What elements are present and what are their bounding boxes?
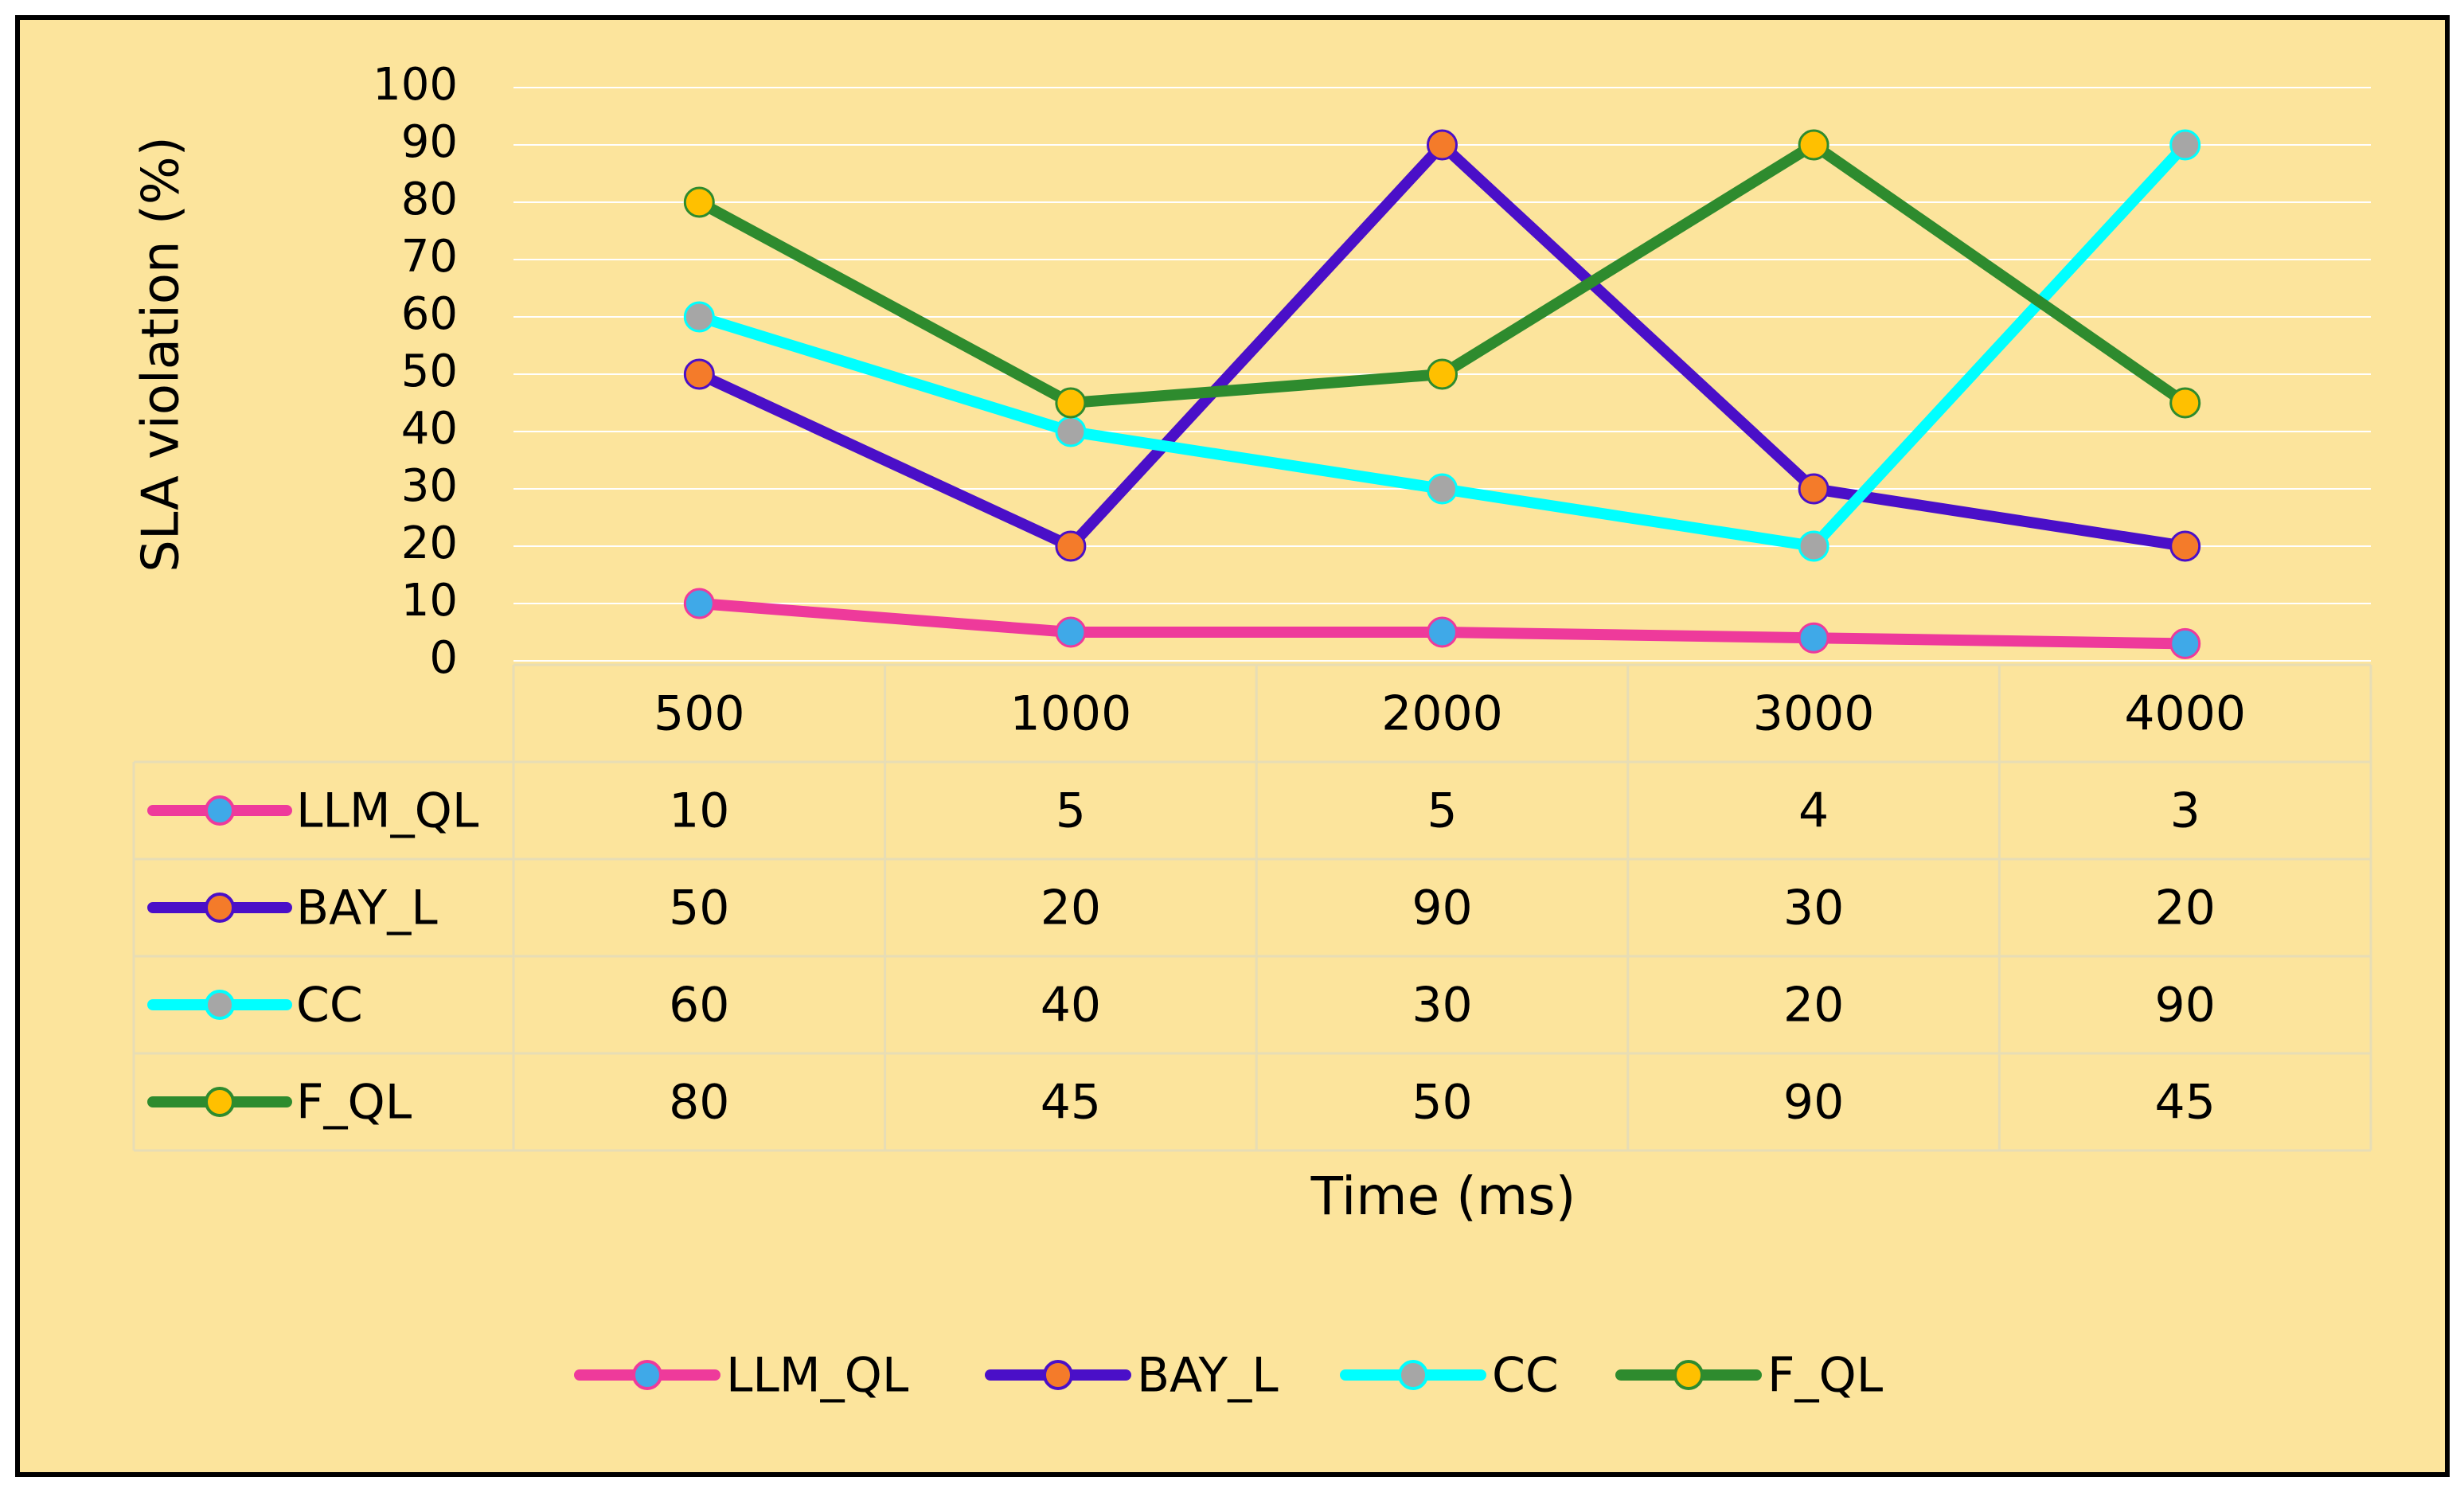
data-point-BAY_L [683, 358, 715, 390]
table-cell-value: 30 [1783, 881, 1844, 936]
table-series-name: F_QL [296, 1075, 412, 1131]
table-cell-value: 10 [669, 783, 729, 839]
y-tick-label: 30 [401, 460, 458, 512]
data-point-F_QL [1055, 387, 1087, 419]
table-legend-key-marker [205, 893, 235, 923]
data-point-BAY_L [1798, 473, 1829, 505]
data-point-F_QL [1427, 358, 1458, 390]
data-point-LLM_QL [683, 588, 715, 619]
y-tick-label: 10 [401, 575, 458, 627]
data-point-LLM_QL [2169, 627, 2201, 659]
table-cell-value: 45 [1041, 1075, 1101, 1131]
plot-series [683, 129, 2201, 659]
y-tick-label: 0 [429, 632, 458, 684]
table-cell-value: 50 [669, 881, 729, 936]
data-point-CC [2169, 129, 2201, 161]
data-point-LLM_QL [1798, 622, 1829, 654]
table-cell-value: 4 [1798, 783, 1829, 839]
y-tick-label: 40 [401, 403, 458, 455]
y-tick-label: 50 [401, 346, 458, 397]
table-cell-value: 40 [1041, 978, 1101, 1033]
legend-label: F_QL [1767, 1348, 1884, 1404]
y-tick-label: 20 [401, 518, 458, 569]
table-cell-value: 50 [1412, 1075, 1472, 1131]
data-point-F_QL [2169, 387, 2201, 419]
legend-key-marker [1673, 1360, 1704, 1390]
y-axis-label: SLA violation (%) [132, 136, 191, 572]
legend-label: LLM_QL [726, 1348, 909, 1404]
data-point-F_QL [1798, 129, 1829, 161]
table-cell-value: 90 [1412, 881, 1472, 936]
legend-label: CC [1492, 1348, 1559, 1404]
legend-key-marker [632, 1360, 662, 1390]
data-point-BAY_L [1055, 530, 1087, 562]
table-cell-value: 20 [2155, 881, 2216, 936]
legend: LLM_QL BAY_L CC F_QL [574, 1348, 1884, 1404]
table-cell-value: 80 [669, 1075, 729, 1131]
table-cell-value: 30 [1412, 978, 1472, 1033]
data-point-CC [1055, 416, 1087, 447]
y-tick-label: 90 [401, 116, 458, 168]
data-point-F_QL [683, 186, 715, 218]
table-legend-key-marker [205, 795, 235, 826]
table-cell-value: 90 [1783, 1075, 1844, 1131]
data-point-CC [1427, 473, 1458, 505]
table-cell-value: 5 [1056, 783, 1086, 839]
table-series-name: CC [296, 978, 363, 1033]
x-category-label: 1000 [1010, 686, 1132, 742]
chart-background [15, 15, 2450, 1477]
data-point-CC [1798, 530, 1829, 562]
y-tick-label: 60 [401, 288, 458, 340]
table-series-name: LLM_QL [296, 783, 479, 839]
table-cell-value: 90 [2155, 978, 2216, 1033]
x-axis-label: Time (ms) [1310, 1166, 1576, 1227]
data-point-LLM_QL [1055, 616, 1087, 648]
data-table: 500 1000 2000 3000 4000 LLM_QL 10 5 5 4 3 BAY_L 50 20… [132, 663, 2372, 1152]
data-point-BAY_L [1427, 129, 1458, 161]
table-cell-value: 20 [1783, 978, 1844, 1033]
table-legend-key-marker [205, 990, 235, 1020]
y-tick-label: 80 [401, 174, 458, 225]
table-cell-value: 5 [1427, 783, 1457, 839]
table-cell-value: 3 [2170, 783, 2200, 839]
table-cell-value: 60 [669, 978, 729, 1033]
x-category-label: 2000 [1381, 686, 1503, 742]
legend-key-marker [1043, 1360, 1073, 1390]
table-legend-key-marker [205, 1087, 235, 1117]
table-series-name: BAY_L [296, 881, 438, 936]
x-category-label: 4000 [2124, 686, 2246, 742]
x-category-label: 500 [654, 686, 745, 742]
legend-label: BAY_L [1137, 1348, 1279, 1404]
table-cell-value: 45 [2155, 1075, 2216, 1131]
x-category-label: 3000 [1753, 686, 1875, 742]
data-point-CC [683, 301, 715, 333]
data-point-BAY_L [2169, 530, 2201, 562]
table-cell-value: 20 [1041, 881, 1101, 936]
data-point-LLM_QL [1427, 616, 1458, 648]
y-tick-label: 70 [401, 231, 458, 283]
legend-key-marker [1398, 1360, 1428, 1390]
y-tick-label: 100 [373, 59, 458, 111]
